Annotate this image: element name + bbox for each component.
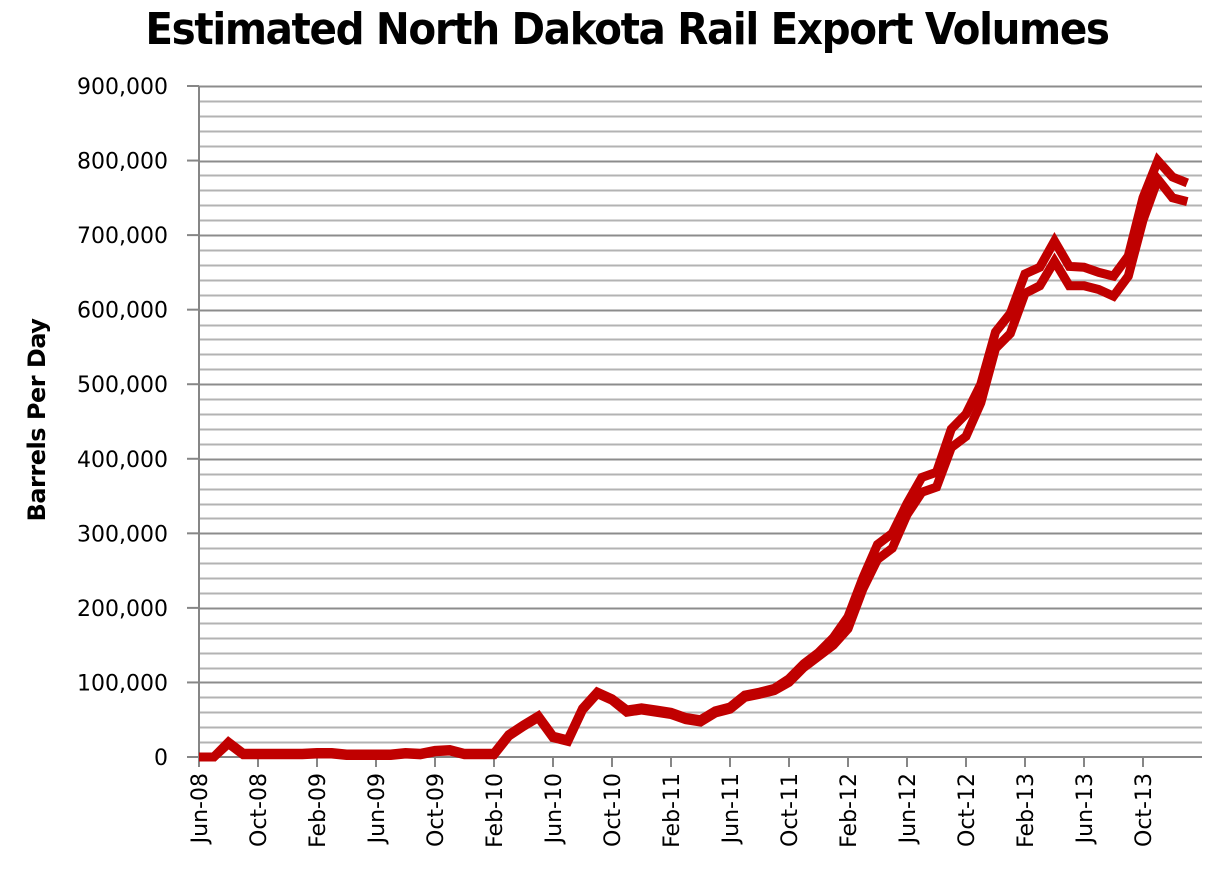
axes — [187, 86, 1202, 758]
x-tick-label: Jun-08 — [188, 773, 213, 845]
x-tick-label: Jun-12 — [896, 773, 921, 845]
x-tick-label: Oct-08 — [247, 773, 272, 847]
x-tick-label: Oct-10 — [601, 773, 626, 847]
x-tick-label: Oct-11 — [778, 773, 803, 847]
y-tick-label: 300,000 — [77, 522, 168, 547]
x-tick-label: Oct-13 — [1132, 773, 1157, 847]
y-tick-label: 900,000 — [77, 75, 168, 100]
y-axis-ticks: 0 100,000 200,000 300,000 400,000 500,000 600,… — [77, 75, 199, 771]
chart-title: Estimated North Dakota Rail Export Volum… — [145, 4, 1110, 55]
x-tick-label: Jun-11 — [719, 773, 744, 845]
y-tick-label: 500,000 — [77, 373, 168, 398]
y-tick-label: 600,000 — [77, 299, 168, 324]
x-tick-label: Feb-13 — [1014, 773, 1039, 848]
y-tick-label: 200,000 — [77, 597, 168, 622]
x-axis-ticks: Jun-08 Oct-08 Feb-09 Jun-09 Oct-09 Feb-10 Jun-… — [188, 757, 1157, 848]
y-tick-label: 700,000 — [77, 224, 168, 249]
x-tick-label: Jun-10 — [542, 773, 567, 845]
data-series — [199, 152, 1189, 762]
x-tick-label: Feb-11 — [660, 773, 685, 848]
series-line-lower — [199, 170, 1189, 762]
x-tick-label: Feb-10 — [483, 773, 508, 848]
x-tick-label: Oct-12 — [955, 773, 980, 847]
gridlines — [199, 85, 1202, 744]
y-tick-label: 800,000 — [77, 150, 168, 175]
y-tick-label: 0 — [154, 746, 168, 771]
x-tick-label: Feb-12 — [837, 773, 862, 848]
x-tick-label: Oct-09 — [424, 773, 449, 847]
y-tick-label: 400,000 — [77, 448, 168, 473]
x-tick-label: Jun-13 — [1073, 773, 1098, 845]
x-tick-label: Jun-09 — [365, 773, 390, 845]
y-tick-label: 100,000 — [77, 671, 168, 696]
x-tick-label: Feb-09 — [306, 773, 331, 848]
